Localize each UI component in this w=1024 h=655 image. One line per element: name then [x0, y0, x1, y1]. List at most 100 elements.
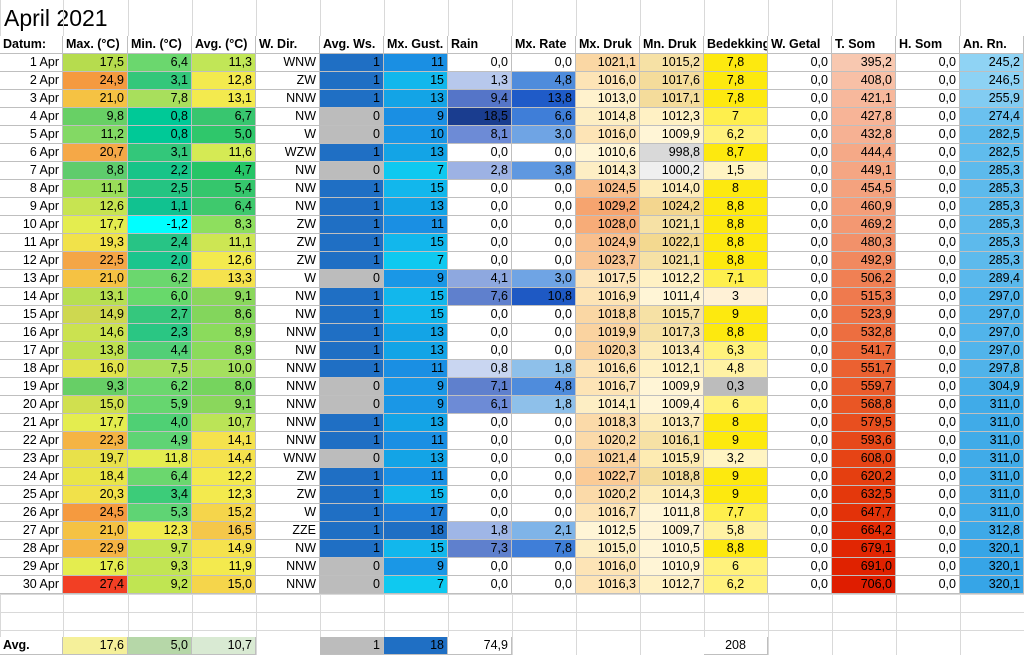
cell-date[interactable]: 27 Apr [0, 522, 63, 540]
cell-t-som[interactable]: 568,8 [832, 396, 896, 414]
cell-date[interactable]: 13 Apr [0, 270, 63, 288]
cell-h-som[interactable]: 0,0 [896, 252, 960, 270]
cell-h-som[interactable]: 0,0 [896, 450, 960, 468]
cell-h-som[interactable]: 0,0 [896, 522, 960, 540]
cell-max-pressure[interactable]: 1019,9 [576, 324, 640, 342]
header-rain[interactable]: Rain [448, 36, 512, 54]
cell-max-pressure[interactable]: 1016,6 [576, 360, 640, 378]
cell-avg-temp[interactable]: 14,9 [192, 540, 256, 558]
cell-h-som[interactable]: 0,0 [896, 342, 960, 360]
cell-w-getal[interactable]: 0,0 [768, 144, 832, 162]
cell-max-temp[interactable]: 17,7 [63, 216, 128, 234]
cell-max-rain-rate[interactable]: 0,0 [512, 504, 576, 522]
avg-avg-temp[interactable]: 10,7 [192, 637, 256, 655]
cell-min-pressure[interactable]: 1011,4 [640, 288, 704, 306]
cell-annual-rain[interactable]: 289,4 [960, 270, 1024, 288]
cell-annual-rain[interactable]: 297,0 [960, 288, 1024, 306]
cell-cloud-cover[interactable]: 8,8 [704, 324, 768, 342]
cell-cloud-cover[interactable]: 8,7 [704, 144, 768, 162]
cell-cloud-cover[interactable]: 6,2 [704, 126, 768, 144]
cell-max-pressure[interactable]: 1013,0 [576, 90, 640, 108]
cell-w-getal[interactable]: 0,0 [768, 432, 832, 450]
cell-max-rain-rate[interactable]: 4,8 [512, 378, 576, 396]
cell-date[interactable]: 20 Apr [0, 396, 63, 414]
cell-min-pressure[interactable]: 1014,0 [640, 180, 704, 198]
cell-max-gust[interactable]: 13 [384, 414, 448, 432]
cell-date[interactable]: 8 Apr [0, 180, 63, 198]
cell-min-temp[interactable]: 6,0 [128, 288, 192, 306]
cell-max-pressure[interactable]: 1024,9 [576, 234, 640, 252]
cell-date[interactable]: 7 Apr [0, 162, 63, 180]
cell-h-som[interactable]: 0,0 [896, 378, 960, 396]
cell-h-som[interactable]: 0,0 [896, 432, 960, 450]
cell-annual-rain[interactable]: 311,0 [960, 468, 1024, 486]
cell-avg-wind-speed[interactable]: 1 [320, 486, 384, 504]
cell-min-pressure[interactable]: 1013,4 [640, 342, 704, 360]
cell-rain[interactable]: 4,1 [448, 270, 512, 288]
cell-max-temp[interactable]: 17,6 [63, 558, 128, 576]
cell-min-temp[interactable]: 0,8 [128, 108, 192, 126]
cell-w-getal[interactable]: 0,0 [768, 396, 832, 414]
header-avg-temp[interactable]: Avg. (°C) [192, 36, 256, 54]
cell-t-som[interactable]: 395,2 [832, 54, 896, 72]
cell-wind-dir[interactable]: NW [256, 108, 320, 126]
cell-h-som[interactable]: 0,0 [896, 468, 960, 486]
cell-t-som[interactable]: 593,6 [832, 432, 896, 450]
cell-w-getal[interactable]: 0,0 [768, 558, 832, 576]
cell-max-pressure[interactable]: 1014,3 [576, 162, 640, 180]
cell-max-pressure[interactable]: 1022,7 [576, 468, 640, 486]
cell-max-rain-rate[interactable]: 0,0 [512, 432, 576, 450]
cell-h-som[interactable]: 0,0 [896, 108, 960, 126]
cell-w-getal[interactable]: 0,0 [768, 216, 832, 234]
cell-avg-temp[interactable]: 12,8 [192, 72, 256, 90]
cell-min-temp[interactable]: 11,8 [128, 450, 192, 468]
cell-t-som[interactable]: 432,8 [832, 126, 896, 144]
cell-avg-wind-speed[interactable]: 0 [320, 450, 384, 468]
cell-min-temp[interactable]: 6,2 [128, 378, 192, 396]
cell-min-temp[interactable]: 7,5 [128, 360, 192, 378]
cell-h-som[interactable]: 0,0 [896, 288, 960, 306]
cell-wind-dir[interactable]: W [256, 126, 320, 144]
cell-wind-dir[interactable]: ZW [256, 72, 320, 90]
cell-avg-temp[interactable]: 12,2 [192, 468, 256, 486]
cell-max-pressure[interactable]: 1016,7 [576, 504, 640, 522]
cell-max-pressure[interactable]: 1023,7 [576, 252, 640, 270]
cell-avg-temp[interactable]: 14,4 [192, 450, 256, 468]
cell-cloud-cover[interactable]: 7,1 [704, 270, 768, 288]
cell-min-temp[interactable]: 9,7 [128, 540, 192, 558]
cell-cloud-cover[interactable]: 6 [704, 396, 768, 414]
cell-wind-dir[interactable]: NNW [256, 558, 320, 576]
cell-min-temp[interactable]: 0,8 [128, 126, 192, 144]
cell-avg-temp[interactable]: 15,2 [192, 504, 256, 522]
cell-annual-rain[interactable]: 245,2 [960, 54, 1024, 72]
cell-max-temp[interactable]: 11,1 [63, 180, 128, 198]
cell-w-getal[interactable]: 0,0 [768, 288, 832, 306]
cell-max-gust[interactable]: 13 [384, 144, 448, 162]
cell-max-gust[interactable]: 18 [384, 522, 448, 540]
cell-max-gust[interactable]: 15 [384, 72, 448, 90]
cell-t-som[interactable]: 523,9 [832, 306, 896, 324]
cell-annual-rain[interactable]: 246,5 [960, 72, 1024, 90]
cell-rain[interactable]: 0,0 [448, 324, 512, 342]
cell-max-gust[interactable]: 7 [384, 162, 448, 180]
cell-h-som[interactable]: 0,0 [896, 324, 960, 342]
cell-max-pressure[interactable]: 1014,8 [576, 108, 640, 126]
cell-avg-wind-speed[interactable]: 1 [320, 90, 384, 108]
cell-cloud-cover[interactable]: 3 [704, 288, 768, 306]
cell-wind-dir[interactable]: ZZE [256, 522, 320, 540]
cell-max-pressure[interactable]: 1016,0 [576, 558, 640, 576]
cell-h-som[interactable]: 0,0 [896, 486, 960, 504]
cell-cloud-cover[interactable]: 7,8 [704, 54, 768, 72]
cell-annual-rain[interactable]: 285,3 [960, 162, 1024, 180]
cell-max-temp[interactable]: 19,3 [63, 234, 128, 252]
cell-min-temp[interactable]: 2,0 [128, 252, 192, 270]
avg-cloud-cover[interactable]: 208 [704, 637, 768, 655]
cell-min-pressure[interactable]: 1010,9 [640, 558, 704, 576]
cell-h-som[interactable]: 0,0 [896, 90, 960, 108]
cell-date[interactable]: 15 Apr [0, 306, 63, 324]
cell-min-pressure[interactable]: 1009,9 [640, 126, 704, 144]
cell-wind-dir[interactable]: NW [256, 306, 320, 324]
cell-annual-rain[interactable]: 274,4 [960, 108, 1024, 126]
cell-h-som[interactable]: 0,0 [896, 198, 960, 216]
cell-min-pressure[interactable]: 1017,1 [640, 90, 704, 108]
